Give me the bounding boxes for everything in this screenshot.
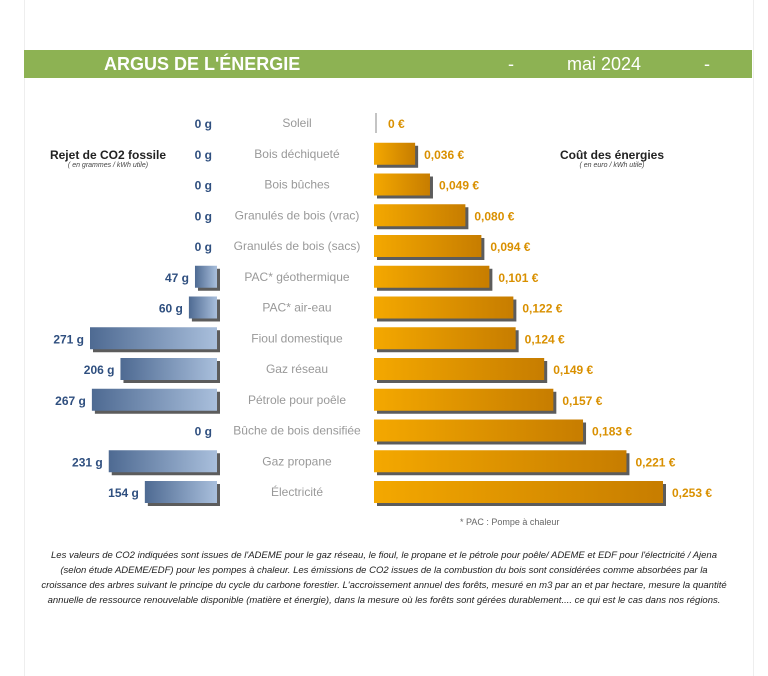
cost-value-label: 0,122 € — [522, 302, 562, 316]
cost-bar — [374, 204, 466, 227]
cost-value-label: 0,036 € — [424, 148, 464, 162]
cost-value-label: 0,253 € — [672, 486, 712, 500]
cost-value-label: 0 € — [388, 117, 405, 131]
cost-bar — [374, 481, 663, 503]
category-label: PAC* géothermique — [244, 270, 349, 284]
category-label: Soleil — [282, 116, 311, 130]
cost-bar — [374, 450, 627, 473]
cost-value-label: 0,149 € — [553, 363, 593, 377]
category-label: Pétrole pour poêle — [248, 393, 346, 407]
co2-bar — [144, 481, 217, 503]
cost-value-label: 0,101 € — [498, 271, 538, 285]
category-label: Granulés de bois (sacs) — [234, 239, 361, 253]
co2-bar — [108, 450, 217, 473]
cost-bar — [374, 419, 584, 442]
category-label: Bûche de bois densifiée — [233, 424, 361, 438]
right-title: Coût des énergies — [559, 148, 665, 162]
co2-value-label: 0 g — [195, 117, 212, 131]
header-banner: ARGUS DE L'ÉNERGIE - mai 2024 - — [24, 50, 752, 78]
co2-value-label: 0 g — [195, 179, 212, 193]
co2-bar — [91, 388, 217, 411]
cost-value-label: 0,080 € — [474, 209, 514, 223]
co2-value-label: 231 g — [72, 455, 103, 469]
cost-bar — [374, 388, 554, 411]
category-label: Gaz propane — [262, 454, 332, 468]
co2-value-label: 0 g — [195, 209, 212, 223]
category-label: Gaz réseau — [266, 362, 328, 376]
co2-bar — [194, 265, 217, 288]
category-label: Granulés de bois (vrac) — [235, 208, 360, 222]
cost-bar — [374, 265, 490, 288]
left-title: Rejet de CO2 fossile — [49, 148, 167, 162]
card — [24, 0, 754, 676]
co2-value-label: 206 g — [84, 363, 115, 377]
separator: - — [508, 54, 514, 74]
category-label: Fioul domestique — [251, 331, 343, 345]
co2-bar — [120, 358, 217, 380]
cost-value-label: 0,094 € — [490, 240, 530, 254]
co2-value-label: 0 g — [195, 425, 212, 439]
page-title: ARGUS DE L'ÉNERGIE — [104, 54, 301, 74]
cost-bar — [374, 327, 516, 350]
right-legend: Coût des énergies ( en euro / kWh utile) — [532, 148, 692, 169]
cost-value-label: 0,183 € — [592, 425, 632, 439]
cost-value-label: 0,124 € — [525, 332, 565, 346]
cost-bar — [374, 142, 416, 165]
cost-bar — [374, 358, 545, 380]
category-label: Électricité — [271, 484, 323, 499]
pac-footnote: * PAC : Pompe à chaleur — [460, 517, 560, 527]
right-subtitle: ( en euro / kWh utile) — [579, 162, 645, 169]
co2-value-label: 0 g — [195, 240, 212, 254]
source-note: Les valeurs de CO2 indiquées sont issues… — [41, 550, 727, 606]
co2-value-label: 60 g — [159, 302, 183, 316]
co2-value-label: 0 g — [195, 148, 212, 162]
category-label: PAC* air-eau — [262, 301, 331, 315]
co2-bar — [90, 327, 217, 350]
co2-bar — [188, 296, 217, 319]
cost-value-label: 0,157 € — [562, 394, 602, 408]
left-subtitle: ( en grammes / kWh utile) — [67, 162, 149, 169]
co2-value-label: 267 g — [55, 394, 86, 408]
separator: - — [704, 54, 710, 74]
category-label: Bois déchiqueté — [254, 147, 340, 161]
cost-value-label: 0,221 € — [635, 455, 675, 469]
co2-value-label: 47 g — [165, 271, 189, 285]
cost-value-label: 0,049 € — [439, 179, 479, 193]
co2-value-label: 154 g — [108, 486, 139, 500]
cost-bar — [374, 173, 430, 196]
cost-bar — [374, 235, 482, 257]
date: mai 2024 — [567, 54, 642, 74]
co2-value-label: 271 g — [53, 332, 84, 346]
left-legend: Rejet de CO2 fossile ( en grammes / kWh … — [28, 148, 188, 169]
category-label: Bois bûches — [264, 178, 329, 192]
cost-bar — [374, 296, 514, 319]
